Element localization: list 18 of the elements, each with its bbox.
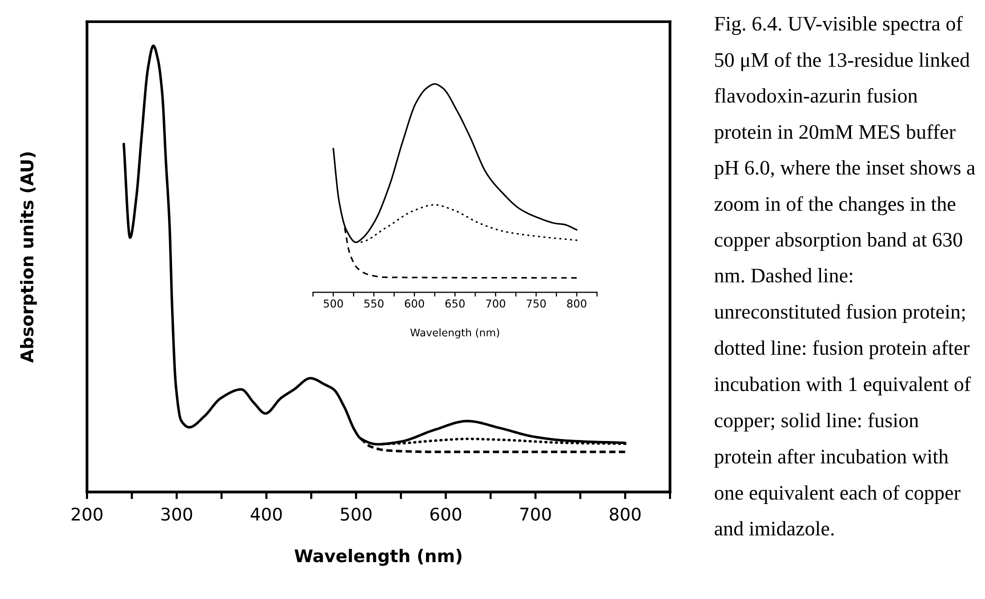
x-axis-title: Wavelength (nm) [410,328,500,338]
x-tick-label: 600 [430,508,462,521]
x-tick-label: 700 [520,508,551,521]
text: Fig. 6.4. UV-visible spectra of 50 μM of the 13-residue linked flavodoxin-azurin fusion protein in 20mM MES buffer pH 6.0, where the inset shows a zoom in of the changes in the copper absorption band at 630 nm. Dashed line: unreconstituted fusion protein; dotted line: fusion protein after incubation with 1 equivalent of copper; solid line: fusion protein after incubation with one equivalent each of copper and imidazole. [714,16,976,536]
x-tick-label: 650 [445,299,465,308]
y-axis-title: Absorption units (AU) [20,152,37,363]
x-tick-label: 600 [404,299,424,308]
x-tick-label: 500 [324,299,343,308]
x-tick-label: 750 [526,299,546,308]
x-tick-label: 800 [610,508,641,521]
x-tick-label: 400 [250,508,282,521]
x-tick-label: 500 [340,508,372,521]
x-tick-label: 200 [72,508,102,521]
x-tick-label: 300 [161,508,192,521]
x-tick-label: 550 [364,299,384,308]
x-tick-label: 800 [567,299,586,308]
x-tick-label: 700 [486,299,506,308]
x-axis-title: Wavelength (nm) [294,548,462,566]
